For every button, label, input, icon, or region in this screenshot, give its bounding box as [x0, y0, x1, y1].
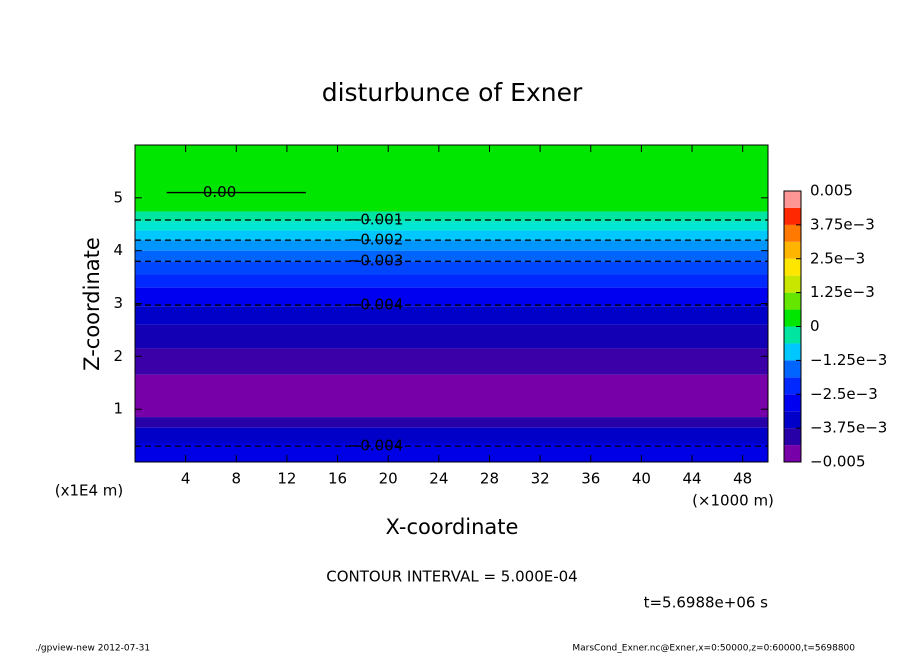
y-axis-label: Z-coordinate [80, 237, 104, 371]
contour-label: −0.004 [348, 437, 404, 455]
contour-band [135, 261, 768, 275]
colorbar-tick-label: 2.5e−3 [810, 249, 865, 267]
chart-title: disturbunce of Exner [322, 78, 583, 107]
colorbar-cell [784, 207, 801, 225]
y-unit: (x1E4 m) [55, 482, 124, 500]
contour-band [135, 417, 768, 428]
contour-label: −0.002 [348, 231, 404, 249]
colorbar-tick-label: −3.75e−3 [810, 419, 887, 437]
y-tick-label: 4 [113, 241, 123, 259]
x-tick-label: 8 [232, 470, 242, 488]
footer-right: MarsCond_Exner.nc@Exner,x=0:50000,z=0:60… [572, 644, 855, 654]
x-tick-label: 24 [429, 470, 448, 488]
x-tick-label: 16 [328, 470, 347, 488]
x-tick-label: 32 [531, 470, 550, 488]
x-unit: (×1000 m) [692, 492, 774, 510]
contour-label: −0.001 [348, 211, 404, 229]
colorbar-cell [784, 360, 801, 378]
colorbar-tick-label: −0.005 [810, 453, 866, 471]
colorbar-cell [784, 394, 801, 412]
colorbar-tick-label: 1.25e−3 [810, 283, 875, 301]
contour-band [135, 145, 768, 212]
colorbar-cell [784, 326, 801, 344]
x-tick-label: 40 [632, 470, 651, 488]
colorbar-cell [784, 377, 801, 395]
colorbar-cell [784, 292, 801, 310]
x-axis-label: X-coordinate [386, 515, 519, 539]
x-tick-label: 44 [682, 470, 701, 488]
colorbar-cell [784, 275, 801, 293]
colorbar-cell [784, 428, 801, 446]
contour-label: 0.00 [203, 183, 236, 201]
x-tick-label: 36 [581, 470, 600, 488]
x-tick-label: 12 [277, 470, 296, 488]
contour-band [135, 374, 768, 418]
contour-band [135, 324, 768, 349]
contour-band [135, 348, 768, 375]
contour-interval: CONTOUR INTERVAL = 5.000E-04 [326, 568, 577, 586]
colorbar-cell [784, 445, 801, 462]
contour-label: −0.004 [348, 296, 404, 314]
contour-band [135, 211, 768, 222]
x-tick-label: 4 [181, 470, 191, 488]
colorbar-cell [784, 309, 801, 327]
contour-band [135, 306, 768, 325]
x-tick-label: 28 [480, 470, 499, 488]
colorbar-cell [784, 191, 801, 208]
footer-left: ./gpview-new 2012-07-31 [35, 644, 150, 654]
x-tick-label: 20 [379, 470, 398, 488]
colorbar-tick-label: 0 [810, 317, 820, 335]
y-tick-label: 1 [113, 400, 123, 418]
contour-band [135, 240, 768, 251]
y-tick-label: 3 [113, 294, 123, 312]
colorbar-cell [784, 258, 801, 276]
contour-band [135, 221, 768, 231]
contour-band [135, 287, 768, 307]
contour-band [135, 274, 768, 288]
y-tick-label: 2 [113, 347, 123, 365]
contour-label: −0.003 [348, 252, 404, 270]
x-tick-label: 48 [733, 470, 752, 488]
colorbar-tick-label: −2.5e−3 [810, 385, 878, 403]
time-label: t=5.6988e+06 s [644, 594, 769, 612]
colorbar-cell [784, 241, 801, 259]
contour-band [135, 230, 768, 241]
contour-band [135, 250, 768, 262]
y-tick-label: 5 [113, 188, 123, 206]
colorbar-cell [784, 411, 801, 429]
colorbar-tick-label: −1.25e−3 [810, 351, 887, 369]
colorbar-cell [784, 224, 801, 242]
colorbar-cell [784, 343, 801, 361]
colorbar-tick-label: 0.005 [810, 182, 853, 200]
colorbar-tick-label: 3.75e−3 [810, 215, 875, 233]
contour-band [135, 443, 768, 462]
contour-band [135, 427, 768, 444]
